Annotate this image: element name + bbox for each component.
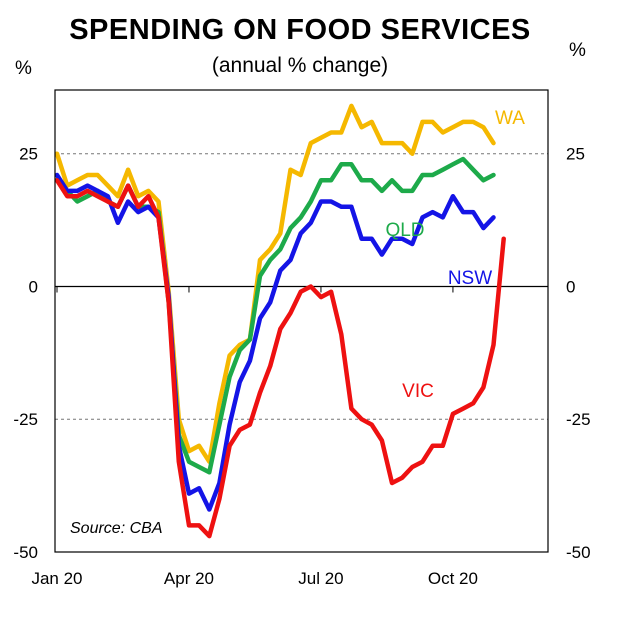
plot-frame <box>54 89 549 553</box>
series-line-vic <box>54 178 506 539</box>
y-tick-label-right: 25 <box>566 145 585 164</box>
y-tick-label-left: 0 <box>29 277 38 296</box>
left-axis-unit: % <box>15 58 32 79</box>
x-tick-label: Jan 20 <box>31 569 82 588</box>
y-tick-label-left: -25 <box>13 410 38 429</box>
y-tick-label-right: -50 <box>566 543 591 562</box>
chart-title: SPENDING ON FOOD SERVICES <box>69 14 531 46</box>
series-label-vic: VIC <box>402 381 434 402</box>
y-tick-label-left: 25 <box>19 145 38 164</box>
series-label-nsw: NSW <box>448 268 492 289</box>
series-line-qld <box>54 156 496 475</box>
series-line-nsw <box>54 172 496 512</box>
y-tick-label-left: -50 <box>13 543 38 562</box>
chart-subtitle: (annual % change) <box>211 54 389 77</box>
source-note: Source: CBA <box>70 520 162 537</box>
series-label-qld: QLD <box>385 220 424 241</box>
series-line-wa <box>54 103 496 464</box>
series-label-wa: WA <box>495 108 525 129</box>
right-axis-unit: % <box>569 40 586 61</box>
x-tick-label: Jul 20 <box>298 569 343 588</box>
y-tick-label-right: -25 <box>566 410 591 429</box>
x-tick-label: Oct 20 <box>428 569 478 588</box>
x-tick-label: Apr 20 <box>164 569 214 588</box>
y-tick-label-right: 0 <box>566 277 575 296</box>
